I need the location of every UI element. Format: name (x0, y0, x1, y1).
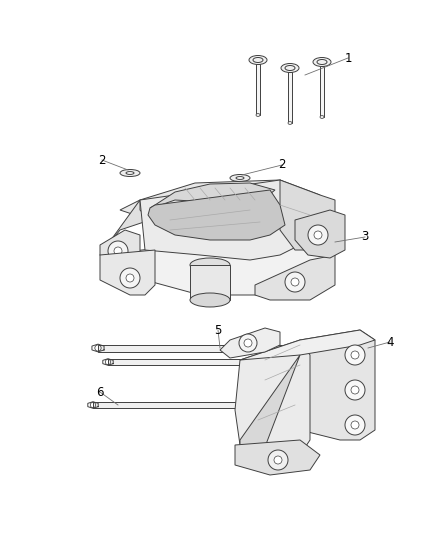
Text: 2: 2 (98, 154, 106, 166)
Circle shape (345, 415, 365, 435)
Polygon shape (100, 230, 335, 295)
Text: 1: 1 (344, 52, 352, 64)
Ellipse shape (120, 169, 140, 176)
Ellipse shape (190, 258, 230, 272)
Circle shape (345, 380, 365, 400)
Text: 2: 2 (278, 158, 286, 172)
Text: 4: 4 (386, 335, 394, 349)
Ellipse shape (320, 116, 324, 118)
Circle shape (108, 241, 128, 261)
Circle shape (351, 351, 359, 359)
Circle shape (308, 225, 328, 245)
Polygon shape (235, 440, 320, 475)
Ellipse shape (289, 346, 291, 350)
Ellipse shape (297, 359, 303, 365)
Polygon shape (100, 250, 155, 295)
Polygon shape (300, 330, 375, 440)
Ellipse shape (236, 176, 244, 180)
Polygon shape (148, 190, 285, 240)
Text: 5: 5 (214, 324, 222, 336)
Ellipse shape (230, 174, 250, 182)
Polygon shape (108, 359, 300, 365)
Polygon shape (240, 330, 375, 360)
Circle shape (345, 345, 365, 365)
Circle shape (285, 272, 305, 292)
Ellipse shape (281, 63, 299, 72)
Text: 6: 6 (96, 385, 104, 399)
Polygon shape (295, 210, 345, 258)
Circle shape (274, 456, 282, 464)
Ellipse shape (313, 58, 331, 67)
Circle shape (314, 231, 322, 239)
Polygon shape (235, 340, 310, 460)
Polygon shape (255, 255, 335, 300)
Polygon shape (150, 183, 275, 208)
Ellipse shape (190, 293, 230, 307)
Circle shape (239, 334, 257, 352)
Polygon shape (120, 180, 320, 228)
Polygon shape (190, 265, 230, 300)
Ellipse shape (299, 360, 301, 364)
Polygon shape (220, 328, 280, 358)
Circle shape (114, 247, 122, 255)
Circle shape (291, 278, 299, 286)
Polygon shape (98, 344, 290, 351)
Ellipse shape (288, 122, 292, 125)
Polygon shape (288, 72, 292, 123)
Ellipse shape (256, 114, 260, 117)
Ellipse shape (126, 172, 134, 174)
Polygon shape (100, 200, 150, 255)
Polygon shape (100, 230, 140, 270)
Ellipse shape (249, 55, 267, 64)
Circle shape (120, 268, 140, 288)
Polygon shape (320, 66, 324, 117)
Circle shape (244, 339, 252, 347)
Circle shape (268, 450, 288, 470)
Circle shape (126, 274, 134, 282)
Polygon shape (93, 402, 268, 408)
Ellipse shape (286, 344, 293, 351)
Polygon shape (280, 180, 335, 250)
Polygon shape (140, 180, 310, 260)
Text: 3: 3 (361, 230, 369, 244)
Polygon shape (256, 64, 260, 115)
Ellipse shape (267, 403, 269, 407)
Polygon shape (240, 355, 300, 460)
Circle shape (351, 421, 359, 429)
Circle shape (351, 386, 359, 394)
